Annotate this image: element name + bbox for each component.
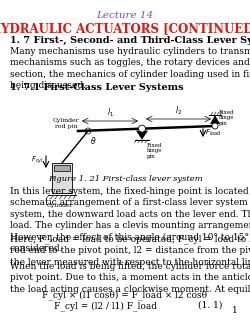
Text: $F_{load}$: $F_{load}$ xyxy=(205,128,222,138)
Text: Fixed
hinge
pin: Fixed hinge pin xyxy=(219,110,234,126)
Text: Many mechanisms use hydraulic cylinders to transmit motion and power. Among thes: Many mechanisms use hydraulic cylinders … xyxy=(10,47,250,90)
Circle shape xyxy=(212,123,218,129)
Circle shape xyxy=(138,125,145,132)
Text: Fixed
hinge
pin: Fixed hinge pin xyxy=(147,143,162,159)
Text: Here, F_load = load to be operated, F_cyl = load to be exerted by a hydraulic cy: Here, F_load = load to be operated, F_cy… xyxy=(10,234,250,266)
Text: Figure 1. 21 First-class lever system: Figure 1. 21 First-class lever system xyxy=(48,175,203,183)
Circle shape xyxy=(85,128,91,134)
Text: $l_2$: $l_2$ xyxy=(175,105,182,117)
Polygon shape xyxy=(136,131,148,140)
Text: Lecture 14: Lecture 14 xyxy=(96,11,154,20)
Text: F_cyl × (l1 cosθ) = F_load × l2 cosθ: F_cyl × (l1 cosθ) = F_load × l2 cosθ xyxy=(42,290,207,300)
Text: Cylinder: Cylinder xyxy=(47,203,73,208)
Text: When the load is being lifted, the cylinder force rotates the lever in an anticl: When the load is being lifted, the cylin… xyxy=(10,262,250,294)
Text: In this lever system, the fixed-hinge point is located in between the cylinder a: In this lever system, the fixed-hinge po… xyxy=(10,187,250,254)
Bar xyxy=(52,163,72,193)
Bar xyxy=(54,165,70,171)
Text: F_cyl = (l2 / l1) F_load: F_cyl = (l2 / l1) F_load xyxy=(54,301,156,311)
Text: 1. 7 First-, Second- and Third-Class Lever Systems: 1. 7 First-, Second- and Third-Class Lev… xyxy=(10,36,250,45)
Text: 1: 1 xyxy=(232,306,238,315)
Text: Cylinder
rod pin: Cylinder rod pin xyxy=(53,118,79,129)
Text: (1. 1): (1. 1) xyxy=(198,301,222,310)
Text: 1. 7.1 First-Class Lever Systems: 1. 7.1 First-Class Lever Systems xyxy=(10,83,184,92)
Text: $l_1$: $l_1$ xyxy=(106,107,114,119)
Text: HYDRAULIC ACTUATORS [CONTINUED]: HYDRAULIC ACTUATORS [CONTINUED] xyxy=(0,22,250,35)
Text: $\theta$: $\theta$ xyxy=(90,135,96,146)
Polygon shape xyxy=(210,115,220,124)
Text: $F_{cyl}$: $F_{cyl}$ xyxy=(31,154,44,166)
